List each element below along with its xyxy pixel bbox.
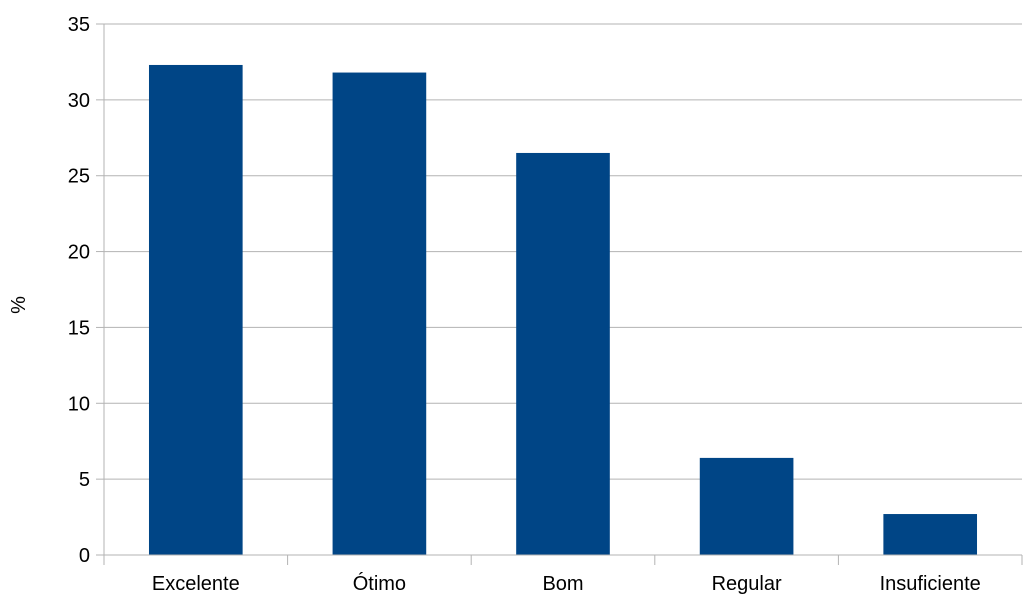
y-axis-label: % — [8, 296, 30, 314]
y-tick-label: 20 — [68, 242, 90, 264]
y-tick-label: 10 — [68, 393, 90, 415]
bar-ótimo — [332, 72, 427, 555]
bar-regular — [699, 457, 794, 555]
bar-bom — [516, 152, 610, 555]
bars — [148, 64, 978, 555]
x-tick-label: Regular — [712, 573, 782, 595]
x-tick-label: Bom — [542, 573, 583, 595]
bar-excelente — [148, 64, 243, 555]
y-tick-label: 0 — [79, 545, 90, 567]
y-tick-label: 30 — [68, 90, 90, 112]
y-tick-label: 5 — [79, 469, 90, 491]
y-tick-label: 25 — [68, 166, 90, 188]
bar-insuficiente — [883, 514, 978, 555]
y-tick-label: 15 — [68, 317, 90, 339]
tick-labels: 0 5 10 15 20 25 30 35 Excelente Ótimo Bom Regular In… — [68, 14, 981, 595]
axes — [96, 23, 1023, 565]
x-tick-label: Insuficiente — [880, 573, 981, 595]
y-tick-label: 35 — [68, 14, 90, 36]
x-tick-label: Ótimo — [353, 572, 406, 595]
x-tick-label: Excelente — [152, 573, 240, 595]
